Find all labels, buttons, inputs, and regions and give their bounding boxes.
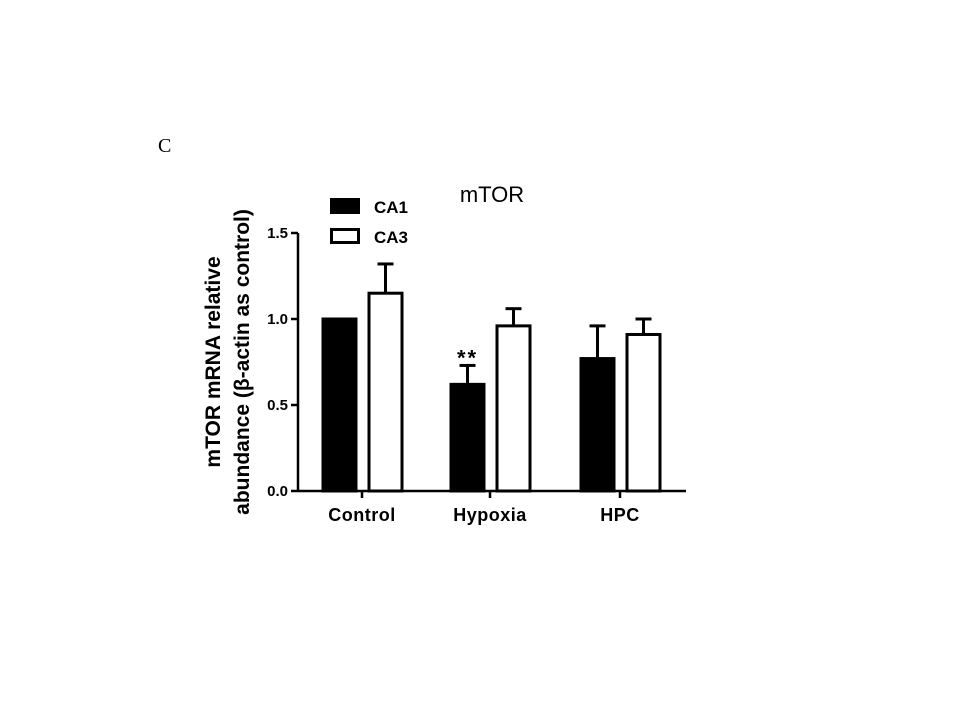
- y-axis-label-line2: abundance (β-actin as control): [231, 209, 254, 515]
- y-axis-label-line1: mTOR mRNA relative: [202, 256, 225, 467]
- x-tick-label: Hypoxia: [453, 505, 527, 525]
- annotations: **: [457, 345, 478, 370]
- legend-swatch-ca3: [330, 228, 360, 244]
- panel-label: C: [158, 135, 171, 157]
- legend-label-ca1: CA1: [374, 198, 408, 217]
- bars: [321, 291, 662, 493]
- legend-swatch-ca1: [330, 198, 360, 214]
- y-tick-label: 0.5: [267, 397, 288, 414]
- legend-label-ca3: CA3: [374, 228, 408, 247]
- bar-ca3-hpc: [625, 332, 662, 493]
- chart-title: mTOR: [460, 182, 524, 207]
- error-bars: [377, 262, 652, 385]
- bar-ca1-control: [321, 317, 358, 493]
- y-tick-label: 0.0: [267, 483, 288, 500]
- bar-ca3-hypoxia: [495, 324, 532, 493]
- y-tick-label: 1.5: [267, 225, 288, 242]
- y-tick-label: 1.0: [267, 311, 288, 328]
- y-axis-label: mTOR mRNA relative abundance (β-actin as…: [202, 209, 254, 515]
- bar-ca3-control: [367, 291, 404, 493]
- legend: CA1 CA3: [330, 198, 408, 247]
- axes: 0.0 0.5 1.0 1.5 Control Hypoxia HPC: [267, 225, 686, 525]
- significance-annotation: **: [457, 345, 478, 370]
- bar-ca1-hpc: [579, 357, 616, 493]
- x-tick-label: HPC: [600, 505, 640, 525]
- x-tick-label: Control: [328, 505, 395, 525]
- bar-ca1-hypoxia: [449, 382, 486, 493]
